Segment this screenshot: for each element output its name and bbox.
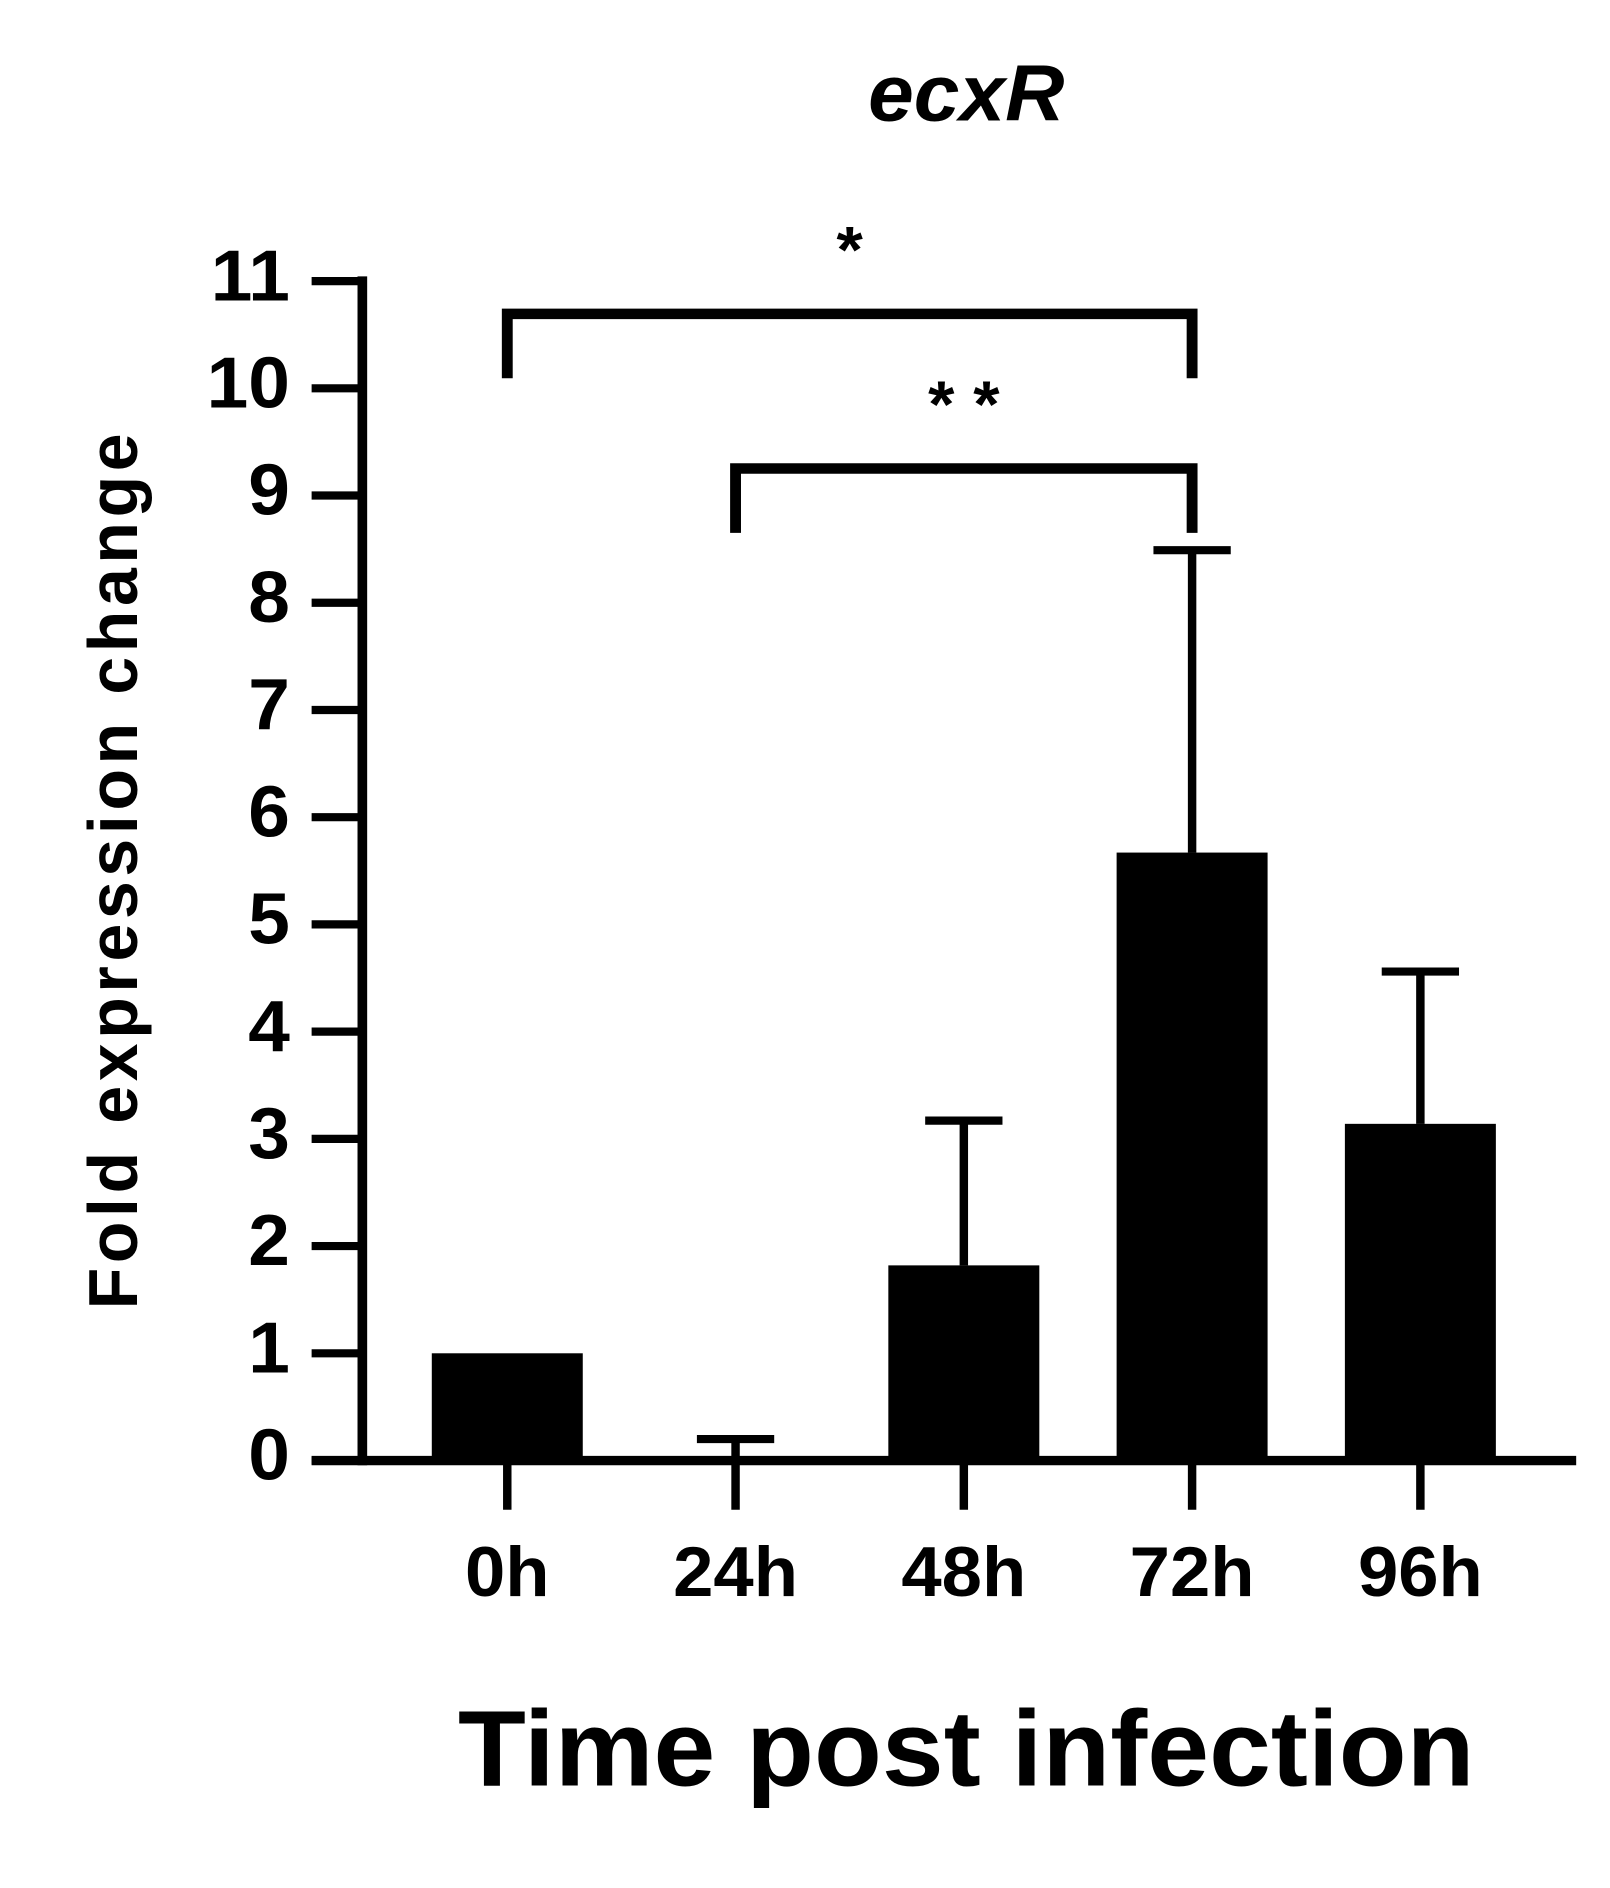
y-tick-label: 2 [248,1199,290,1281]
x-tick-label: 96h [1358,1533,1483,1612]
y-axis-label: Fold expression change [74,429,152,1310]
y-tick-label: 5 [248,878,290,960]
y-tick-label: 6 [248,770,290,852]
y-tick-label: 9 [248,449,290,531]
bar [1116,852,1268,1461]
y-tick-label: 0 [248,1414,290,1496]
significance-label: * * [928,369,1000,442]
bar [431,1353,583,1461]
y-tick-label: 7 [248,663,290,745]
bar [1344,1123,1496,1461]
significance-label: * [837,215,863,288]
y-tick-label: 3 [248,1092,290,1174]
chart-title: ecxR [868,50,1064,139]
y-tick-label: 8 [248,556,290,638]
significance-bracket [501,308,1198,379]
x-axis-label: Time post infection [458,1689,1475,1809]
x-tick-label: 48h [901,1533,1026,1612]
bar [888,1265,1040,1461]
y-tick-label: 11 [211,234,290,316]
x-tick-label: 24h [673,1533,798,1612]
y-tick-label: 1 [248,1307,290,1389]
x-tick-label: 72h [1130,1533,1255,1612]
x-tick-label: 0h [465,1533,550,1612]
significance-bracket [730,463,1198,533]
y-tick-label: 4 [248,985,290,1067]
y-tick-label: 10 [207,342,290,424]
